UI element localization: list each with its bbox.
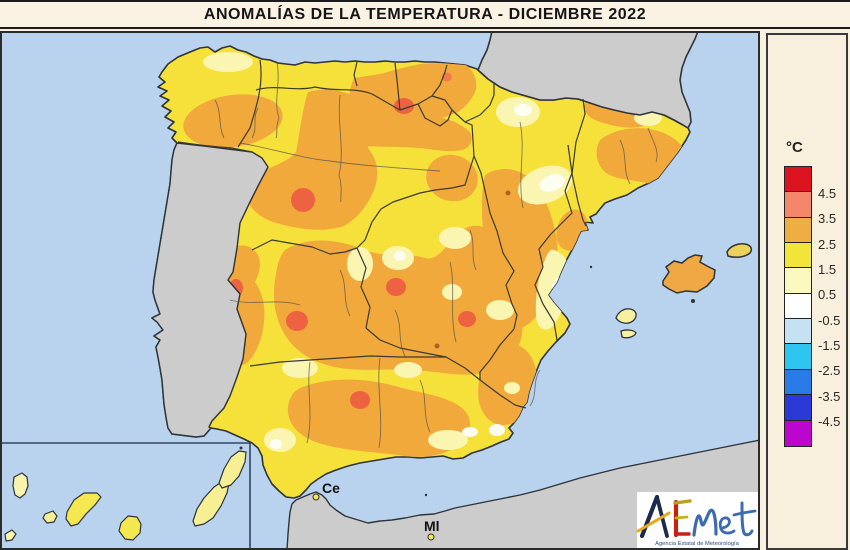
svg-text:Agencia Estatal de Meteorologí: Agencia Estatal de Meteorología	[655, 541, 740, 547]
svg-text:Ml: Ml	[424, 518, 440, 534]
svg-text:Ce: Ce	[322, 480, 340, 496]
